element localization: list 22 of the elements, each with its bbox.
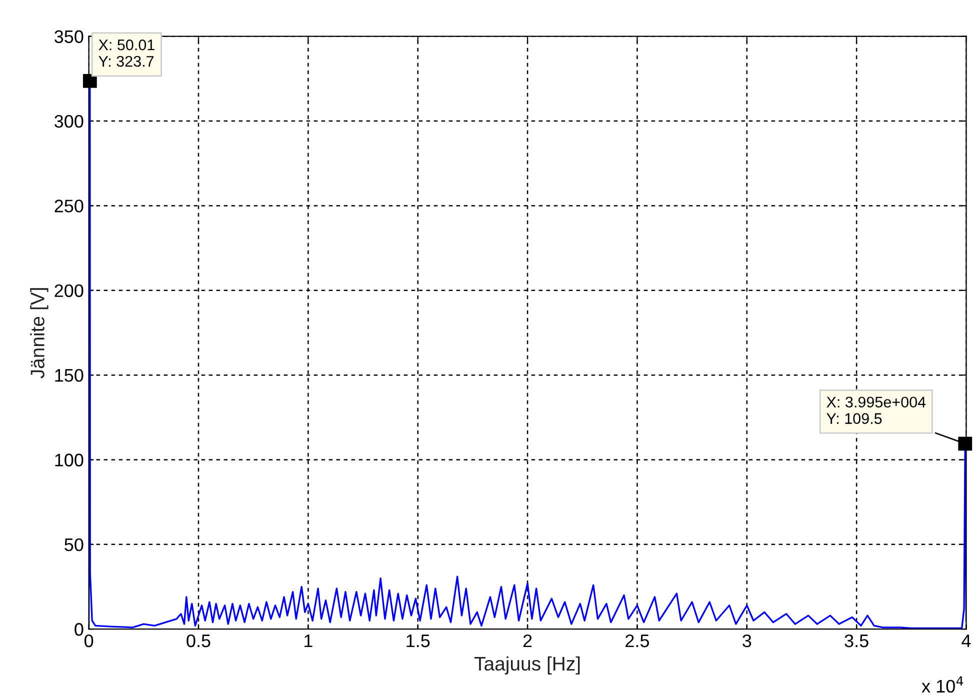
y-tick-label: 350: [54, 30, 84, 44]
x-tick-label: 3: [742, 634, 752, 648]
x-tick-label: 2.5: [626, 634, 649, 648]
y-tick-label: 150: [55, 369, 84, 382]
y-tick-label: 100: [55, 454, 84, 466]
y-tick-label: 200: [54, 284, 84, 298]
x-axis-title: Taajuus [Hz]: [474, 656, 580, 674]
y-tick-label: 50: [64, 538, 84, 552]
x-tick-label: 3.5: [844, 634, 868, 648]
x-tick-label: 0: [84, 634, 94, 648]
x-tick-label: 2: [523, 634, 532, 648]
y-tick-label: 300: [54, 114, 84, 128]
x-tick-label: 4: [962, 634, 971, 648]
y-tick-label: 0: [74, 623, 84, 636]
x-tick-label: 0.5: [186, 634, 210, 648]
annotation: X: 50.01 Y: 323.7: [98, 39, 154, 67]
y-axis-title: Jännite [V]: [30, 288, 48, 378]
x-tick-label: 1.5: [406, 634, 430, 648]
annotation: X: 3.995e+004 Y: 109.5: [826, 396, 926, 424]
text: x 10$^{4}$: [922, 676, 964, 693]
x-tick-label: 1: [304, 634, 312, 648]
y-tick-label: 250: [54, 200, 84, 212]
